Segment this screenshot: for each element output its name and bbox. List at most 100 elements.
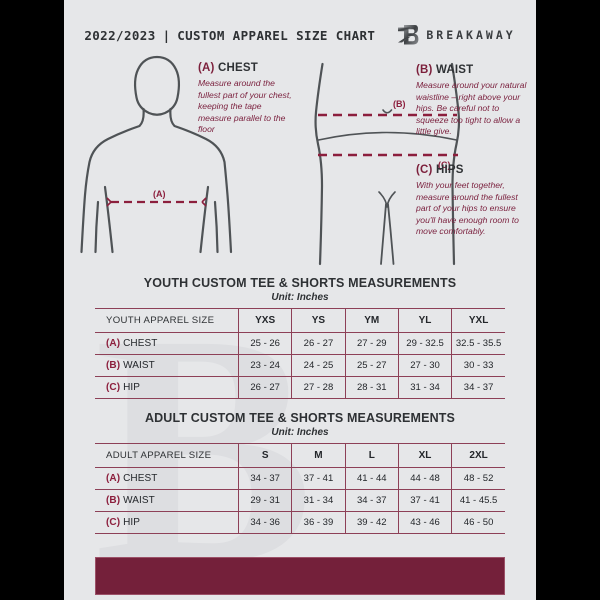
waist-marker-label: (B) <box>389 99 410 109</box>
table-cell: 37 - 41 <box>291 467 346 490</box>
table-cell: 48 - 52 <box>451 467 505 490</box>
table-cell: 34 - 36 <box>237 511 293 534</box>
footer-accent-bar <box>95 557 505 595</box>
table-cell: 36 - 39 <box>291 511 346 534</box>
table-cell: 37 - 41 <box>397 489 453 512</box>
table-cell: 34 - 37 <box>237 467 293 490</box>
adult-col-5: 2XL <box>451 443 505 468</box>
table-row: (B) WAIST 23 - 24 24 - 25 25 - 27 27 - 3… <box>95 354 505 377</box>
chest-marker-label: (A) <box>149 189 170 199</box>
hips-callout-tag: (C) <box>416 164 433 176</box>
left-letterbox-bar <box>0 0 64 600</box>
adult-row-name-waist: WAIST <box>123 495 155 506</box>
table-cell: 44 - 48 <box>397 467 453 490</box>
youth-size-table: YOUTH APPAREL SIZE YXS YS YM YL YXL (A) … <box>95 308 505 399</box>
adult-col-4: XL <box>397 443 453 468</box>
waist-callout-heading: (B) WAIST <box>416 64 473 76</box>
adult-row-tag-chest: (A) <box>106 473 121 484</box>
hips-callout-name: HIPS <box>435 164 464 176</box>
table-cell: 27 - 28 <box>291 376 346 399</box>
table-cell: 46 - 50 <box>451 511 505 534</box>
table-cell: 31 - 34 <box>397 376 453 399</box>
adult-table-header-row: ADULT APPAREL SIZE S M L XL 2XL <box>95 443 505 468</box>
table-cell: 23 - 24 <box>237 354 293 377</box>
adult-row-tag-waist: (B) <box>106 495 121 506</box>
adult-col-2: M <box>291 443 346 468</box>
adult-size-label: ADULT APPAREL SIZE <box>95 443 239 468</box>
youth-row-label-waist: (B) WAIST <box>95 354 239 377</box>
adult-row-label-hip: (C) HIP <box>95 511 239 534</box>
youth-col-2: YS <box>291 308 346 333</box>
youth-section-unit: Unit: Inches <box>271 292 329 303</box>
chest-callout-tag: (A) <box>198 62 215 74</box>
table-cell: 31 - 34 <box>291 489 346 512</box>
table-cell: 26 - 27 <box>237 376 293 399</box>
youth-row-tag-chest: (A) <box>106 338 121 349</box>
youth-col-3: YM <box>344 308 399 333</box>
table-cell: 34 - 37 <box>451 376 505 399</box>
table-cell: 34 - 37 <box>344 489 399 512</box>
breakaway-b-logo-icon <box>398 25 419 45</box>
size-chart-page: B 2022/2023 | CUSTOM APPAREL SIZE CHART <box>64 0 536 600</box>
table-cell: 29 - 32.5 <box>397 332 453 355</box>
body-figures-illustration <box>80 55 461 266</box>
table-cell: 28 - 31 <box>344 376 399 399</box>
table-cell: 25 - 27 <box>344 354 399 377</box>
chest-callout-text: Measure around the fullest part of your … <box>198 78 292 135</box>
youth-row-tag-waist: (B) <box>106 360 121 371</box>
page-title: CUSTOM APPAREL SIZE CHART <box>177 27 376 43</box>
youth-table-header-row: YOUTH APPAREL SIZE YXS YS YM YL YXL <box>95 308 505 333</box>
youth-row-label-chest: (A) CHEST <box>95 332 239 355</box>
adult-row-name-hip: HIP <box>123 517 141 528</box>
hips-callout-text: With your feet together, measure around … <box>416 180 519 237</box>
table-cell: 39 - 42 <box>344 511 399 534</box>
table-row: (A) CHEST 25 - 26 26 - 27 27 - 29 29 - 3… <box>95 332 505 355</box>
waist-callout-name: WAIST <box>435 64 474 76</box>
hips-marker-label: (C) <box>438 160 451 170</box>
youth-col-5: YXL <box>451 308 505 333</box>
adult-col-1: S <box>237 443 293 468</box>
table-row: (A) CHEST 34 - 37 37 - 41 41 - 44 44 - 4… <box>95 467 505 490</box>
right-letterbox-bar <box>536 0 600 600</box>
chest-callout-heading: (A) CHEST <box>198 62 258 74</box>
table-cell: 24 - 25 <box>291 354 346 377</box>
youth-size-label: YOUTH APPAREL SIZE <box>95 308 239 333</box>
adult-col-3: L <box>344 443 399 468</box>
table-row: (C) HIP 26 - 27 27 - 28 28 - 31 31 - 34 … <box>95 376 505 399</box>
measurement-diagram: (A) (B) (C) (A) CHEST Measure around the… <box>64 52 536 267</box>
upper-body-front-figure <box>80 55 233 254</box>
adult-row-name-chest: CHEST <box>123 473 158 484</box>
header-season: 2022/2023 <box>84 27 156 43</box>
waist-callout-tag: (B) <box>416 64 433 76</box>
table-cell: 27 - 29 <box>344 332 399 355</box>
brand-name: BREAKAWAY <box>426 28 516 42</box>
adult-size-table: ADULT APPAREL SIZE S M L XL 2XL (A) CHES… <box>95 443 505 534</box>
adult-row-label-waist: (B) WAIST <box>95 489 239 512</box>
table-cell: 26 - 27 <box>291 332 346 355</box>
youth-row-name-waist: WAIST <box>123 360 155 371</box>
page-header: 2022/2023 | CUSTOM APPAREL SIZE CHART BR… <box>64 20 536 50</box>
waist-callout-text: Measure around your natural waistline – … <box>416 80 527 137</box>
table-cell: 43 - 46 <box>397 511 453 534</box>
hips-callout-heading: (C) HIPS <box>416 164 464 176</box>
youth-row-name-hip: HIP <box>123 382 141 393</box>
adult-row-tag-hip: (C) <box>106 517 121 528</box>
adult-section-unit: Unit: Inches <box>271 427 329 438</box>
youth-row-tag-hip: (C) <box>106 382 121 393</box>
table-cell: 25 - 26 <box>237 332 293 355</box>
chest-measure-line <box>106 197 207 207</box>
header-separator: | <box>162 27 171 43</box>
table-cell: 41 - 45.5 <box>451 489 505 512</box>
youth-row-label-hip: (C) HIP <box>95 376 239 399</box>
youth-section-title: YOUTH CUSTOM TEE & SHORTS MEASUREMENTS <box>143 276 457 290</box>
brand-logo: BREAKAWAY <box>397 23 515 47</box>
table-cell: 29 - 31 <box>237 489 293 512</box>
table-cell: 30 - 33 <box>451 354 505 377</box>
table-row: (B) WAIST 29 - 31 31 - 34 34 - 37 37 - 4… <box>95 489 505 512</box>
chest-callout-name: CHEST <box>217 62 258 74</box>
table-row: (C) HIP 34 - 36 36 - 39 39 - 42 43 - 46 … <box>95 511 505 534</box>
table-cell: 41 - 44 <box>344 467 399 490</box>
adult-section-title: ADULT CUSTOM TEE & SHORTS MEASUREMENTS <box>144 411 456 425</box>
lower-body-front-figure <box>314 62 461 266</box>
table-cell: 32.5 - 35.5 <box>451 332 505 355</box>
